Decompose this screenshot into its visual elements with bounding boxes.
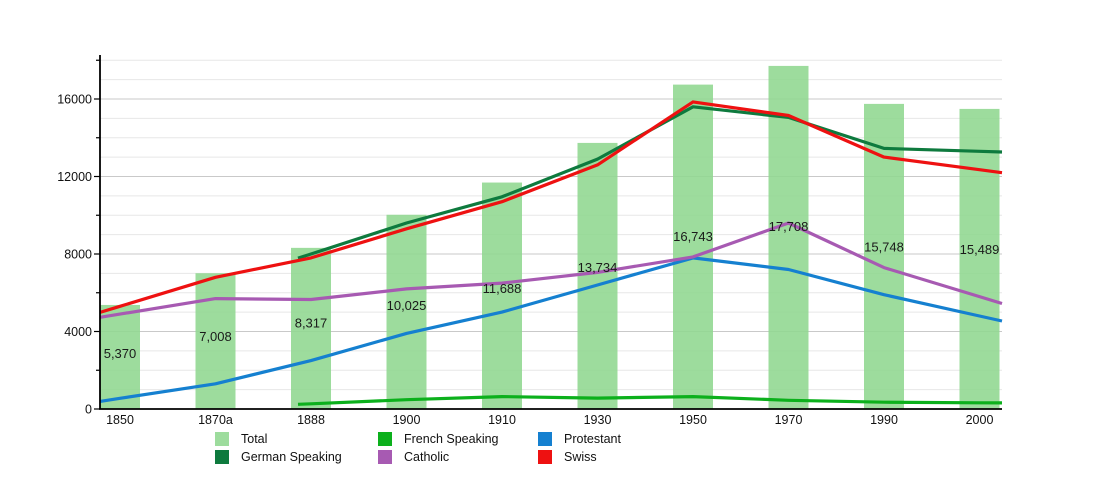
protestant-line [99, 256, 1003, 403]
catholic-line [99, 221, 1003, 319]
bar-value-label: 5,370 [104, 346, 137, 361]
bar-value-label: 15,489 [960, 242, 1000, 257]
total-bar [291, 247, 331, 409]
x-axis-category-label: 1930 [584, 413, 612, 427]
bar-value-label: 10,025 [387, 298, 427, 313]
y-axis-tick-label: 4000 [64, 325, 92, 339]
total-bar [386, 214, 427, 409]
x-axis-category-label: 1950 [679, 413, 707, 427]
total-bar [482, 182, 522, 409]
x-axis-category-label: 1900 [393, 413, 421, 427]
bar-value-label: 7,008 [199, 329, 232, 344]
total-bar [864, 103, 904, 409]
bar-value-label: 11,688 [483, 281, 522, 296]
x-axis-category-label: 1990 [870, 413, 898, 427]
y-axis-tick-label: 12000 [57, 170, 92, 184]
y-axis-tick-label: 16000 [57, 93, 92, 107]
y-axis-tick-label: 8000 [64, 248, 92, 262]
bar-value-label: 8,317 [295, 316, 328, 331]
x-axis-category-label: 1888 [297, 413, 325, 427]
bar-value-label: 15,748 [864, 239, 904, 254]
y-axis-tick-label: 0 [85, 403, 92, 417]
total-bar [577, 142, 618, 409]
total-bar [673, 84, 713, 410]
total-bar [959, 108, 1000, 409]
x-axis-category-label: 1970 [775, 413, 803, 427]
x-axis-category-label: 1850 [106, 413, 134, 427]
bar-value-label: 17,708 [769, 219, 809, 234]
x-axis-category-label: 1870a [198, 413, 233, 427]
x-axis-category-label: 2000 [966, 413, 994, 427]
swiss-line [99, 100, 1003, 314]
french-speaking-line [297, 395, 1003, 406]
x-axis-category-label: 1910 [488, 413, 516, 427]
total-bar [100, 304, 140, 409]
bar-value-label: 16,743 [673, 229, 713, 244]
bar-value-label: 13,734 [578, 260, 618, 275]
